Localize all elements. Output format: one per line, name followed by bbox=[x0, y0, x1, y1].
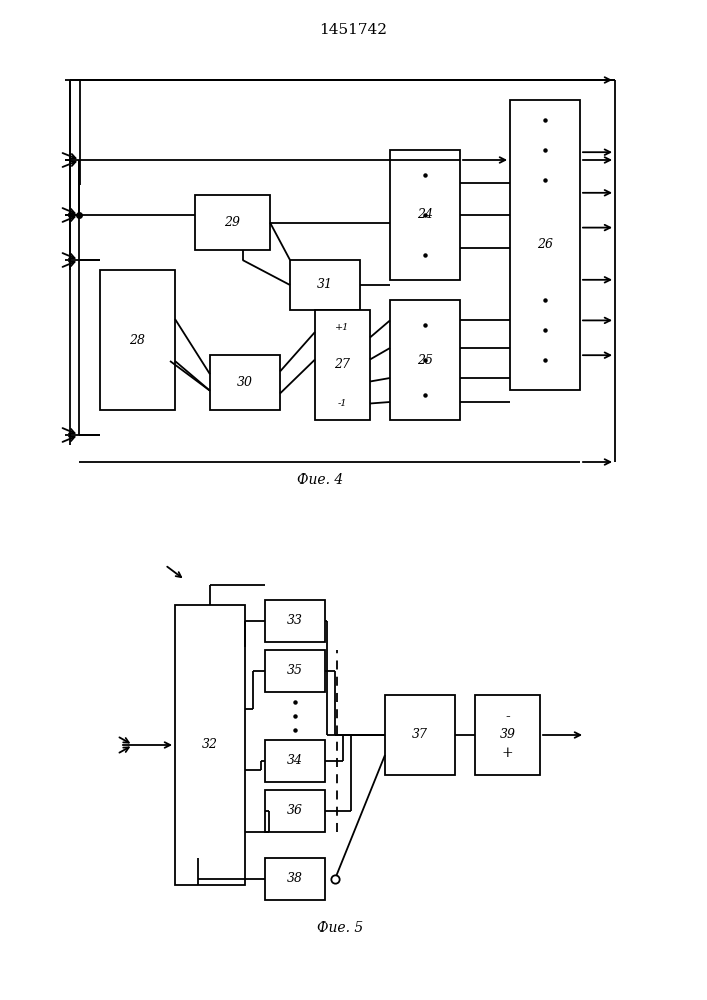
Text: Фие. 5: Фие. 5 bbox=[317, 921, 363, 935]
Text: +: + bbox=[502, 746, 513, 760]
Bar bbox=[390, 150, 460, 280]
Bar bbox=[265, 650, 325, 692]
Text: -: - bbox=[505, 710, 510, 724]
Bar bbox=[175, 605, 245, 885]
Text: 38: 38 bbox=[287, 872, 303, 886]
Text: 30: 30 bbox=[237, 376, 253, 389]
Text: 31: 31 bbox=[317, 278, 333, 292]
Text: 33: 33 bbox=[287, 614, 303, 628]
Bar bbox=[265, 858, 325, 900]
Bar bbox=[265, 600, 325, 642]
Bar bbox=[195, 195, 270, 250]
Text: +1: +1 bbox=[335, 324, 350, 332]
Bar bbox=[315, 310, 370, 420]
Bar bbox=[475, 695, 540, 775]
Text: 29: 29 bbox=[225, 216, 240, 229]
Text: Фие. 4: Фие. 4 bbox=[297, 473, 343, 487]
Text: 25: 25 bbox=[417, 354, 433, 366]
Bar bbox=[510, 100, 580, 390]
Text: 24: 24 bbox=[417, 209, 433, 222]
Text: 32: 32 bbox=[202, 738, 218, 752]
Bar bbox=[390, 300, 460, 420]
Text: 34: 34 bbox=[287, 754, 303, 768]
Text: 27: 27 bbox=[334, 359, 351, 371]
Text: 39: 39 bbox=[500, 728, 515, 742]
Text: 35: 35 bbox=[287, 664, 303, 678]
Text: 26: 26 bbox=[537, 238, 553, 251]
Text: 28: 28 bbox=[129, 334, 146, 347]
Bar bbox=[265, 790, 325, 832]
Bar bbox=[385, 695, 455, 775]
Bar bbox=[210, 355, 280, 410]
Bar bbox=[290, 260, 360, 310]
Text: 37: 37 bbox=[412, 728, 428, 742]
Text: -1: -1 bbox=[338, 399, 347, 408]
Text: 36: 36 bbox=[287, 804, 303, 818]
Bar bbox=[265, 740, 325, 782]
Bar bbox=[100, 270, 175, 410]
Text: 1451742: 1451742 bbox=[319, 23, 387, 37]
